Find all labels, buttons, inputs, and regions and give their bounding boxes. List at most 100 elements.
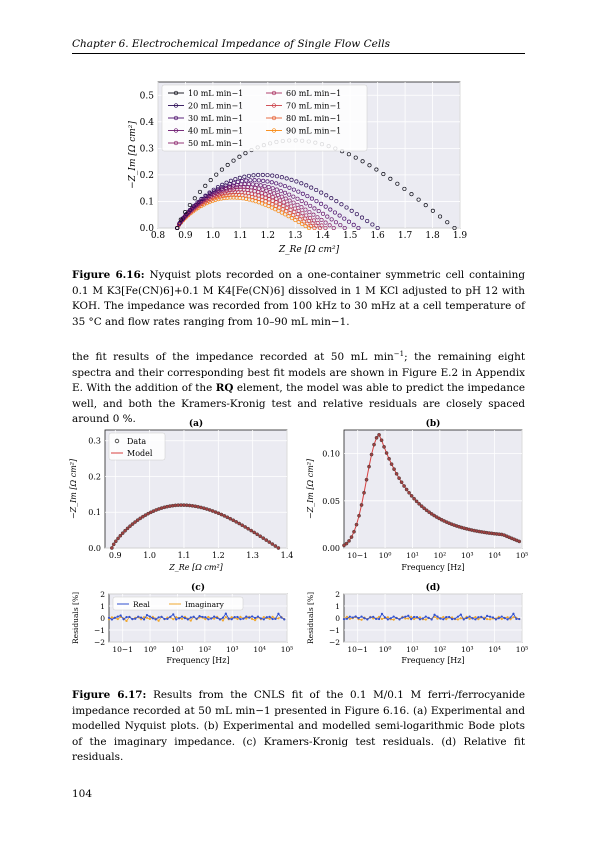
data-point xyxy=(292,206,297,211)
residual-point xyxy=(178,617,181,620)
data-point xyxy=(367,163,372,168)
data-point xyxy=(279,175,284,180)
x-tick-label: 10⁴ xyxy=(488,551,501,560)
data-point xyxy=(319,217,324,222)
residual-point xyxy=(357,616,360,620)
residual-point xyxy=(348,615,351,618)
data-point xyxy=(265,173,270,178)
residual-point xyxy=(474,618,477,621)
data-point xyxy=(314,187,319,193)
data-point xyxy=(251,173,256,178)
residual-point xyxy=(380,617,384,621)
data-point xyxy=(266,185,271,190)
data-point xyxy=(365,218,370,224)
data-point xyxy=(299,181,304,186)
body-sup: −1 xyxy=(393,350,405,358)
data-point xyxy=(224,180,229,185)
residual-point xyxy=(230,618,233,621)
residual-point xyxy=(140,618,143,621)
figure-label: Figure 6.17: xyxy=(72,689,147,701)
legend-marker xyxy=(173,140,179,146)
data-point xyxy=(252,178,257,183)
data-point xyxy=(308,203,313,208)
data-point xyxy=(375,225,380,231)
residual-point xyxy=(445,618,448,621)
legend-marker xyxy=(114,438,120,444)
residual-point xyxy=(154,618,157,621)
residual-point xyxy=(453,617,457,620)
panel-title: (a) xyxy=(189,418,203,429)
residual-point xyxy=(224,616,227,619)
data-point xyxy=(291,187,296,192)
data-point xyxy=(404,487,409,492)
data-point xyxy=(323,225,328,231)
residual-point xyxy=(483,617,486,621)
data-point xyxy=(260,172,265,177)
residual-point xyxy=(239,618,242,621)
x-tick-label: 10⁰ xyxy=(379,551,392,560)
x-tick-label: 10−1 xyxy=(347,551,368,560)
data-point xyxy=(342,216,347,221)
data-point xyxy=(372,442,376,447)
y-tick-label: 0.10 xyxy=(322,450,340,459)
residual-point xyxy=(122,618,125,621)
residual-point xyxy=(207,615,210,619)
figure-6-17-caption: Figure 6.17: Results from the CNLS fit o… xyxy=(72,688,525,766)
residual-point xyxy=(468,615,471,618)
y-tick-label: 1 xyxy=(335,602,340,611)
residual-point xyxy=(213,615,216,618)
residual-point xyxy=(380,612,384,615)
data-point xyxy=(270,542,275,546)
y-axis-label: −Z_Im [Ω cm²] xyxy=(69,458,78,519)
x-tick-label: 10¹ xyxy=(406,551,419,560)
data-point xyxy=(300,211,305,216)
residual-point xyxy=(113,616,116,619)
residual-point xyxy=(474,615,477,619)
data-point xyxy=(242,174,247,179)
data-point xyxy=(289,177,294,182)
data-point xyxy=(452,225,457,231)
residual-point xyxy=(404,615,407,618)
data-point xyxy=(299,205,304,210)
data-point xyxy=(138,516,143,521)
residual-point xyxy=(471,617,474,620)
data-point xyxy=(344,541,349,546)
data-point xyxy=(389,462,394,467)
y-axis-label: Residuals [%] xyxy=(71,592,80,644)
residual-point xyxy=(207,618,210,621)
data-point xyxy=(270,173,275,178)
residual-point xyxy=(189,616,192,619)
data-point xyxy=(252,530,257,535)
data-point xyxy=(140,514,145,519)
x-tick-label: 10⁵ xyxy=(281,645,294,654)
residual-point xyxy=(189,619,192,622)
caption-text: Results from the CNLS fit of the 0.1 M/0… xyxy=(72,689,525,763)
residual-point xyxy=(430,618,433,621)
data-point xyxy=(222,195,227,201)
data-point xyxy=(237,175,242,180)
data-point xyxy=(303,207,308,212)
residual-point xyxy=(360,615,363,618)
y-tick-label: 0.1 xyxy=(140,197,154,207)
residual-point xyxy=(506,618,509,621)
data-point xyxy=(228,178,233,183)
data-point xyxy=(357,513,361,518)
data-point xyxy=(388,176,393,181)
y-tick-label: 1 xyxy=(100,602,105,611)
x-tick-label: 1.6 xyxy=(370,231,385,241)
data-point xyxy=(295,202,300,207)
x-axis-label: Z_Re [Ω cm²] xyxy=(168,563,223,572)
data-point xyxy=(197,189,203,194)
panel-b-bode: (b) 10−1 10⁰ 10¹ 10² 10³ 10⁴ 10⁵ 0.00 0.05 0.10 Fre… xyxy=(306,418,528,572)
residual-point xyxy=(142,618,146,621)
panel-d-fit-residuals: (d)10−1 10⁰ 10¹ 10² 10³ 10⁴ 10⁵210−1−2Frequenc… xyxy=(306,582,529,665)
y-tick-label: 0.3 xyxy=(140,144,155,154)
y-tick-label: −2 xyxy=(94,638,105,647)
data-point xyxy=(120,531,125,536)
data-point xyxy=(299,198,304,204)
data-point xyxy=(208,178,213,183)
residual-point xyxy=(500,615,503,618)
data-point xyxy=(184,212,189,217)
x-tick-label: 10⁵ xyxy=(516,645,529,654)
legend-marker xyxy=(173,90,179,96)
